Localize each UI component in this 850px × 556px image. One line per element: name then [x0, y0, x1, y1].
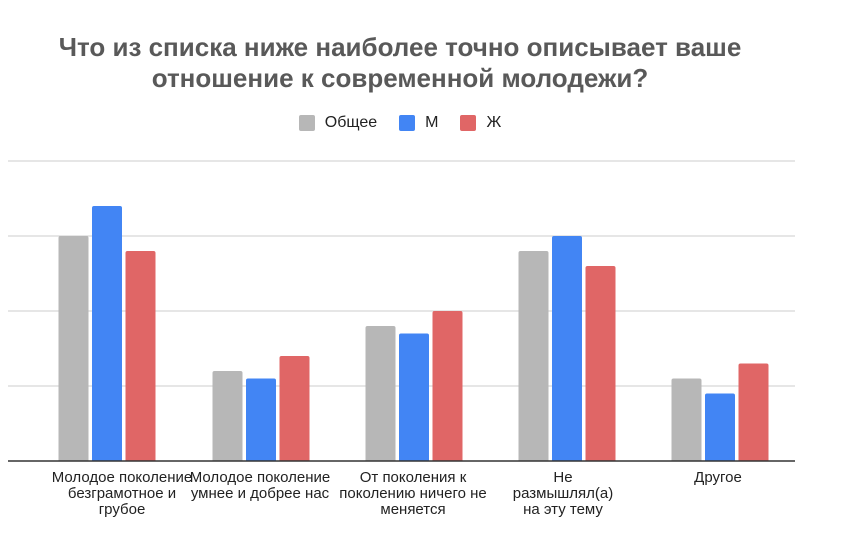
title-line: отношение к современной молодежи?	[151, 63, 649, 93]
bar	[58, 236, 89, 461]
bar	[518, 251, 549, 461]
bar	[212, 371, 243, 461]
bar	[432, 311, 463, 461]
legend-item-f: Ж	[460, 114, 501, 132]
bar	[279, 356, 310, 461]
bar	[92, 206, 122, 461]
legend-swatch	[298, 115, 315, 131]
legend: Общее М Ж	[0, 114, 800, 132]
legend-label: М	[425, 114, 439, 131]
title-line: Что из списка ниже наиболее точно описыв…	[58, 32, 742, 62]
x-tick-label: Молодое поколение безграмотное и грубое	[51, 469, 193, 518]
bar	[552, 236, 582, 461]
legend-swatch	[460, 115, 477, 131]
x-tick-label: Не размышлял(а) на эту тему	[512, 469, 614, 518]
x-tick-label: Молодое поколение умнее и добрее нас	[189, 469, 331, 502]
bar	[738, 363, 769, 461]
legend-label: Общее	[324, 114, 378, 131]
legend-item-m: М	[399, 114, 438, 132]
bar	[365, 326, 396, 461]
bar	[585, 266, 616, 461]
bar	[705, 393, 735, 461]
legend-label: Ж	[486, 114, 502, 131]
bar	[125, 251, 156, 461]
bar	[246, 378, 276, 461]
legend-item-total: Общее	[298, 114, 378, 132]
x-tick-label: Другое	[694, 469, 742, 486]
legend-swatch	[399, 115, 416, 131]
bar	[671, 378, 702, 461]
bar	[399, 333, 429, 461]
chart-title: Что из списка ниже наиболее точно описыв…	[0, 32, 840, 94]
x-tick-label: От поколения к поколению ничего не меняе…	[339, 469, 487, 518]
